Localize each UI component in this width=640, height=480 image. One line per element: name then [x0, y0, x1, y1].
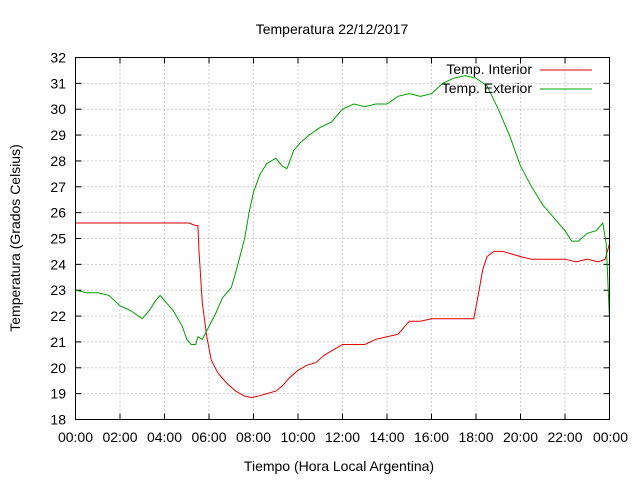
x-axis-label: Tiempo (Hora Local Argentina) [244, 458, 434, 474]
y-tick-labels: 18 19 20 21 22 23 24 25 26 27 28 29 30 31 32 [50, 50, 66, 428]
x-tick-label: 02:00 [102, 429, 137, 445]
legend-label-exterior: Temp. Exterior [442, 80, 533, 96]
x-tick-label: 18:00 [458, 429, 493, 445]
x-tick-label: 08:00 [236, 429, 271, 445]
y-tick-label: 29 [50, 127, 66, 143]
x-tick-label: 20:00 [503, 429, 538, 445]
y-tick-label: 21 [50, 334, 66, 350]
y-tick-label: 18 [50, 412, 66, 428]
y-tick-label: 32 [50, 50, 66, 66]
y-tick-label: 31 [50, 75, 66, 91]
x-tick-label: 00:00 [593, 429, 628, 445]
x-tick-label: 10:00 [280, 429, 315, 445]
y-tick-label: 20 [50, 360, 66, 376]
y-tick-label: 27 [50, 179, 66, 195]
grid [75, 57, 610, 420]
x-tick-labels: 00:00 02:00 04:00 06:00 08:00 10:00 12:00 14:00… [58, 429, 628, 445]
series-line-interior [75, 222, 610, 399]
y-tick-label: 19 [50, 386, 66, 402]
x-tick-label: 14:00 [369, 429, 404, 445]
x-tick-label: 16:00 [414, 429, 449, 445]
x-tick-label: 22:00 [547, 429, 582, 445]
y-tick-label: 23 [50, 282, 66, 298]
y-tick-label: 25 [50, 231, 66, 247]
legend-label-interior: Temp. Interior [446, 61, 532, 77]
y-tick-label: 24 [50, 256, 66, 272]
y-tick-label: 26 [50, 205, 66, 221]
x-tick-label: 12:00 [325, 429, 360, 445]
y-tick-label: 30 [50, 101, 66, 117]
x-tick-label: 00:00 [58, 429, 93, 445]
y-tick-label: 22 [50, 308, 66, 324]
y-axis-label: Temperatura (Grados Celsius) [7, 144, 23, 332]
chart-title: Temperatura 22/12/2017 [256, 21, 409, 37]
x-tick-label: 06:00 [191, 429, 226, 445]
y-tick-label: 28 [50, 153, 66, 169]
series [75, 75, 610, 399]
legend: Temp. Interior Temp. Exterior [442, 61, 592, 96]
plot-frame [75, 57, 610, 420]
x-tick-label: 04:00 [147, 429, 182, 445]
series-line-exterior [75, 75, 610, 345]
